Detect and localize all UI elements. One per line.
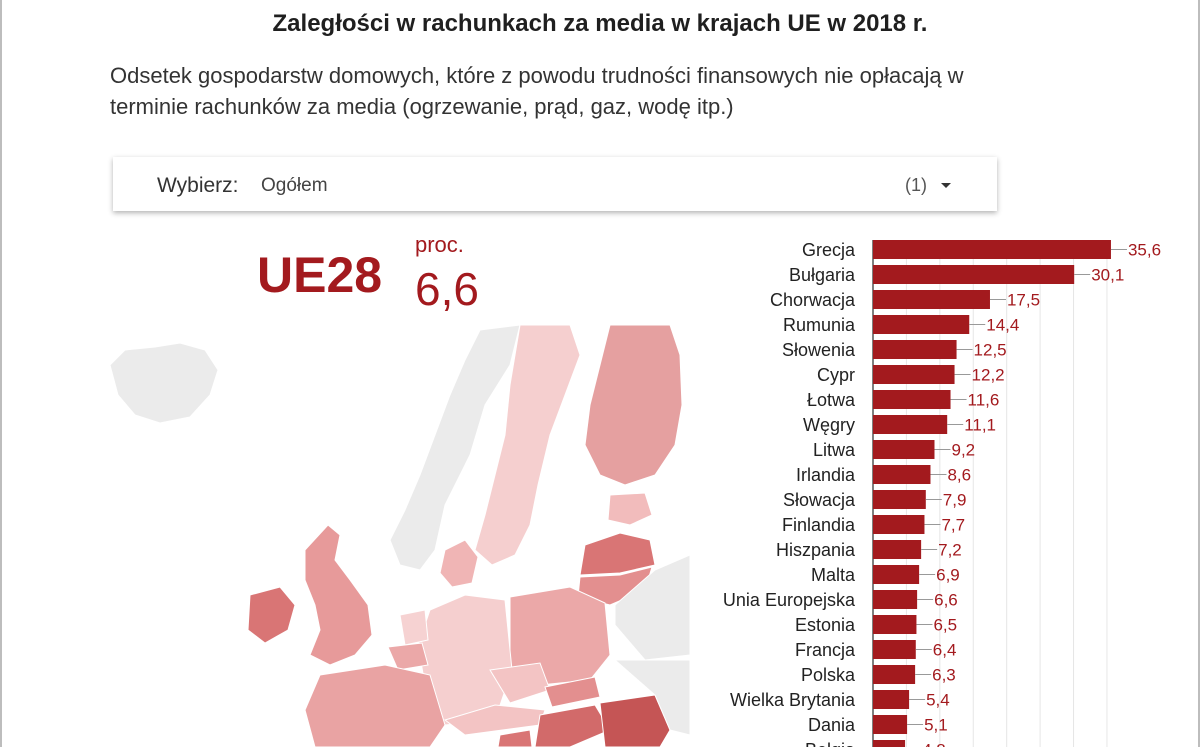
bar[interactable]: [873, 390, 951, 409]
page-subtitle: Odsetek gospodarstw domowych, które z po…: [110, 63, 964, 119]
bar[interactable]: [873, 290, 990, 309]
value-label: 12,5: [974, 341, 1007, 360]
map-finland[interactable]: [584, 325, 683, 486]
value-label: 6,6: [934, 591, 958, 610]
value-label: 30,1: [1091, 266, 1124, 285]
value-label: 6,4: [933, 641, 957, 660]
bar[interactable]: [873, 515, 925, 534]
category-label: Polska: [801, 665, 856, 685]
region-code: UE28: [257, 247, 383, 303]
value-label: 14,4: [986, 316, 1019, 335]
bar[interactable]: [873, 640, 916, 659]
bar[interactable]: [873, 490, 926, 509]
bar[interactable]: [873, 590, 918, 609]
map-ukraine[interactable]: [613, 659, 690, 736]
bar[interactable]: [873, 740, 906, 747]
category-label: Słowenia: [782, 340, 856, 360]
dropdown-selected-value: Ogółem: [261, 175, 328, 196]
frame-right-border: [1198, 0, 1200, 747]
category-label: Łotwa: [807, 390, 856, 410]
category-label: Słowacja: [783, 490, 856, 510]
map-estonia[interactable]: [607, 492, 653, 526]
category-label: Rumunia: [783, 315, 856, 335]
map-belgium[interactable]: [387, 642, 429, 671]
map-slovenia[interactable]: [497, 729, 533, 747]
bar[interactable]: [873, 415, 948, 434]
category-label: Cypr: [817, 365, 855, 385]
category-label: Hiszpania: [776, 540, 856, 560]
category-label: Grecja: [802, 240, 856, 260]
bar[interactable]: [873, 690, 910, 709]
value-label: 7,7: [941, 516, 965, 535]
value-label: 6,9: [936, 566, 960, 585]
map-norway[interactable]: [389, 325, 521, 571]
category-dropdown[interactable]: Wybierz: Ogółem (1): [113, 157, 997, 211]
category-label: Chorwacja: [770, 290, 856, 310]
bar[interactable]: [873, 665, 916, 684]
value-label: 7,2: [938, 541, 962, 560]
bar[interactable]: [873, 315, 970, 334]
map-sweden[interactable]: [474, 325, 581, 566]
bar[interactable]: [873, 565, 920, 584]
category-label: Wielka Brytania: [730, 690, 856, 710]
category-label: Węgry: [803, 415, 855, 435]
value-label: 11,6: [968, 391, 1000, 410]
bar[interactable]: [873, 465, 931, 484]
bar[interactable]: [873, 265, 1075, 284]
category-label: Litwa: [813, 440, 856, 460]
bar[interactable]: [873, 615, 917, 634]
value-label: 4,8: [922, 741, 946, 747]
value-label: 5,1: [924, 716, 948, 735]
map-latvia[interactable]: [579, 532, 656, 576]
value-label: 6,5: [933, 616, 957, 635]
category-label: Estonia: [795, 615, 856, 635]
frame-left-border: [0, 0, 2, 747]
bar[interactable]: [873, 540, 922, 559]
map-netherlands[interactable]: [399, 609, 429, 646]
dropdown-label: Wybierz:: [157, 174, 239, 197]
bar-chart: Grecja 35,6 Bułgaria 30,1 Chorwacja 17,5 Rumun…: [723, 240, 1161, 747]
value-label: 5,4: [926, 691, 950, 710]
europe-map[interactable]: [100, 325, 690, 747]
map-great-britain[interactable]: [304, 524, 373, 666]
category-label: Irlandia: [796, 465, 856, 485]
map-iceland[interactable]: [109, 342, 219, 424]
category-label: Francja: [795, 640, 856, 660]
category-label: Malta: [811, 565, 856, 585]
chevron-down-icon[interactable]: [941, 183, 951, 188]
value-label: 35,6: [1128, 241, 1161, 260]
value-label: 12,2: [972, 366, 1005, 385]
map-hungary[interactable]: [534, 704, 611, 747]
value-label: 17,5: [1007, 291, 1040, 310]
value-unit: proc.: [415, 232, 464, 257]
region-value: 6,6: [415, 263, 479, 315]
map-slovakia[interactable]: [544, 676, 601, 708]
value-label: 9,2: [951, 441, 975, 460]
category-label: Dania: [808, 715, 856, 735]
value-label: 7,9: [943, 491, 967, 510]
bar[interactable]: [873, 715, 908, 734]
map-france[interactable]: [304, 664, 446, 747]
bar[interactable]: [873, 365, 955, 384]
bar[interactable]: [873, 240, 1111, 259]
bar[interactable]: [873, 440, 935, 459]
category-label: Unia Europejska: [723, 590, 856, 610]
category-label: Bułgaria: [789, 265, 856, 285]
dropdown-selection-count: (1): [905, 175, 927, 195]
value-label: 11,1: [964, 416, 996, 435]
bar[interactable]: [873, 340, 957, 359]
page-title: Zaległości w rachunkach za media w kraja…: [272, 10, 928, 37]
category-label: Finlandia: [782, 515, 856, 535]
value-label: 8,6: [947, 466, 971, 485]
map-ireland[interactable]: [247, 586, 296, 644]
category-label: Belgia: [805, 740, 856, 747]
map-denmark[interactable]: [439, 539, 479, 588]
map-romania[interactable]: [599, 694, 671, 747]
value-label: 6,3: [932, 666, 956, 685]
